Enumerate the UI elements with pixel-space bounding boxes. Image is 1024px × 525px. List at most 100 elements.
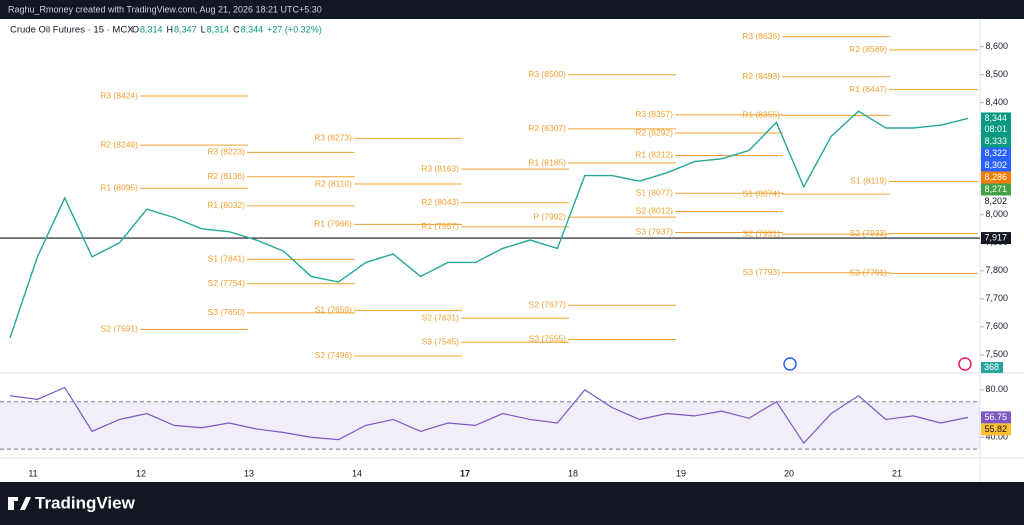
ohlc-value: 8,314	[140, 24, 163, 34]
rsi-tag	[981, 423, 1011, 436]
pivot-label: S3 (7545)	[422, 337, 459, 347]
change: +27 (+0.32%)	[267, 24, 322, 34]
ohlc-key: L	[201, 24, 206, 34]
pivot-label: R2 (8136)	[207, 171, 245, 181]
pivot-label: R1 (8355)	[742, 110, 780, 120]
countdown-bg	[981, 124, 1011, 136]
pivot-label: S2 (7631)	[422, 312, 459, 322]
pivot-label: S3 (7650)	[208, 307, 245, 317]
alert-icon	[958, 357, 972, 371]
price-tag	[981, 159, 1011, 172]
ohlc-key: O	[132, 24, 139, 34]
pivot-label: S1 (7659)	[315, 305, 352, 315]
pivot-label: S1 (8077)	[636, 188, 673, 198]
pivot-label: R1 (8447)	[849, 84, 887, 94]
logo-text: TradingView	[35, 493, 136, 512]
time-label: 21	[892, 468, 902, 478]
pivot-label: R2 (8493)	[742, 71, 780, 81]
pivot-label: P (7992)	[534, 211, 567, 221]
price-tag	[981, 171, 1011, 184]
pivot-label: R1 (8185)	[528, 157, 566, 167]
pivot-label: R3 (8163)	[421, 163, 459, 173]
rsi-tick-label: 80.00	[985, 384, 1008, 394]
volume-tag	[981, 362, 1003, 373]
author-line: Raghu_Rmoney created with TradingView.co…	[8, 4, 322, 14]
time-label: 13	[244, 468, 254, 478]
pivot-label: S2 (7754)	[208, 278, 245, 288]
pivot-label: S2 (7496)	[315, 350, 352, 360]
pivot-label: S2 (7677)	[529, 300, 566, 310]
time-label: 20	[784, 468, 794, 478]
price-tag-label: 8,333	[984, 136, 1007, 146]
ohlc-value: 8,314	[207, 24, 230, 34]
pivot-label: S2 (7591)	[101, 324, 138, 334]
time-label: 17	[460, 468, 470, 478]
pivot-label: R2 (8043)	[421, 197, 459, 207]
price-tag	[981, 112, 1011, 125]
pivot-label: R1 (8212)	[635, 150, 673, 160]
pivot-label: S3 (7791)	[850, 268, 887, 278]
time-label: 19	[676, 468, 686, 478]
time-label: 12	[136, 468, 146, 478]
pivot-label: R1 (8032)	[207, 200, 245, 210]
pivot-label: R1 (7957)	[421, 221, 459, 231]
price-tick-label: 8,000	[985, 209, 1008, 219]
price-tag	[981, 135, 1011, 148]
pivot-label: R1 (8095)	[100, 182, 138, 192]
pivot-label: S3 (7937)	[636, 227, 673, 237]
ohlc-key: C	[233, 24, 240, 34]
countdown: 08:01	[984, 124, 1007, 134]
rsi-line	[9, 386, 969, 445]
pivot-label: S2 (8012)	[636, 206, 673, 216]
rsi-tag	[981, 411, 1011, 424]
price-tick-label: 7,600	[985, 321, 1008, 331]
rsi-tag-label: 56.75	[984, 412, 1007, 422]
ohlc-key: H	[167, 24, 174, 34]
price-tag-label: 8,271	[984, 184, 1007, 194]
pivot-label: R2 (8589)	[849, 44, 887, 54]
rsi-band-fill	[0, 401, 980, 450]
price-line	[9, 110, 969, 339]
replay-icon	[783, 357, 797, 371]
rsi-tick-label: 40.00	[985, 432, 1008, 442]
pivot-label: R2 (8249)	[100, 139, 138, 149]
volume-tag-label: 368	[984, 362, 999, 372]
pivot-label: R2 (8292)	[635, 127, 673, 137]
pivot-label: R3 (8223)	[207, 147, 245, 157]
pivot-label: R2 (8110)	[315, 178, 352, 188]
symbol: Crude Oil Futures · 15 · MCX	[10, 25, 134, 36]
ohlc-value: 8,344	[241, 24, 264, 34]
pivot-label: S3 (7793)	[743, 267, 780, 277]
time-label: 11	[28, 468, 37, 478]
price-tick-label: 7,800	[985, 265, 1008, 275]
pivot-label: R3 (8424)	[100, 90, 138, 100]
pivot-label: R3 (8273)	[314, 133, 352, 143]
logo-icon	[8, 497, 31, 510]
pivot-label: R2 (8307)	[528, 123, 566, 133]
price-tick-label: 7,500	[985, 349, 1008, 359]
pivot-label: R3 (8357)	[635, 109, 673, 119]
ohlc-value: 8,347	[174, 24, 197, 34]
price-tick-label: 7,700	[985, 293, 1008, 303]
price-tick-label: 8,500	[985, 69, 1008, 79]
price-tag-label: 8,202	[984, 196, 1007, 206]
pivot-label: S2 (7933)	[850, 228, 887, 238]
price-tag	[981, 147, 1011, 160]
pivot-label: S3 (7555)	[529, 334, 566, 344]
time-label: 14	[352, 468, 362, 478]
price-tick-label: 8,600	[985, 41, 1008, 51]
price-tag-label: 8,322	[984, 148, 1007, 158]
pivot-label: R3 (8500)	[528, 69, 566, 79]
price-tag-label: 8,286	[984, 172, 1007, 182]
pivot-label: S1 (7841)	[208, 254, 245, 264]
time-label: 18	[568, 468, 578, 478]
price-tag-label: 8,302	[984, 160, 1007, 170]
pivot-label: S1 (8119)	[850, 176, 887, 186]
price-tag	[981, 183, 1011, 196]
pivot-label: R1 (7966)	[314, 219, 352, 229]
last-price-tag	[981, 232, 1011, 245]
pivot-label: S2 (7931)	[743, 228, 780, 238]
last-price-label: 7,917	[984, 232, 1007, 242]
price-tick-label: 8,400	[985, 97, 1008, 107]
pivot-label: R3 (8636)	[742, 31, 780, 41]
